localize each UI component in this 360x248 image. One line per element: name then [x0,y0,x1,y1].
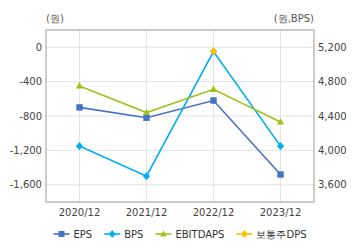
point-marker [143,172,150,180]
legend-swatch-marker [109,230,116,238]
legend-swatch [53,231,69,237]
legend-swatch [236,230,252,238]
point-marker [76,82,83,88]
legend-swatch [104,230,120,238]
legend-item: 보통주DPS [236,229,306,240]
x-tick-label: 2022/12 [193,207,235,218]
legend-item: BPS [104,229,143,240]
data-area [76,47,284,180]
y2-tick-label: 3,600 [318,179,347,190]
y2-tick-label: 4,800 [318,76,347,87]
x-tick-label: 2023/12 [260,207,302,218]
y-axis-label: (원) [46,13,64,24]
x-tick-label: 2020/12 [59,207,101,218]
legend-label: 보통주DPS [256,229,306,240]
point-marker [210,86,217,92]
y2-tick-label: 4,400 [318,111,347,122]
axes: 0 -400 -800 -1,200 -1,600 3,600 4,000 4,400 4,80… [10,42,347,218]
legend-label: EBITDAPS [175,229,224,240]
series-line [80,101,281,175]
chart-svg: 0 -400 -800 -1,200 -1,600 3,600 4,000 4,400 4,80… [0,0,360,248]
chart-container: 0 -400 -800 -1,200 -1,600 3,600 4,000 4,400 4,80… [0,0,360,248]
series [76,82,284,125]
y-tick-label: -1,600 [10,179,42,190]
legend-label: BPS [124,229,143,240]
y-tick-label: -800 [19,111,42,122]
legend-item: EPS [53,229,92,240]
legend-swatch-marker [160,230,167,236]
grid-line-y [46,150,314,151]
y2-tick-label: 5,200 [318,42,347,53]
legend-item: EBITDAPS [155,229,224,240]
x-tick-label: 2021/12 [126,207,168,218]
grid-line-x [213,30,214,202]
point-marker [277,118,284,124]
series-line [80,86,281,122]
y2-tick-label: 4,000 [318,145,347,156]
point-marker [210,97,216,103]
point-marker [143,115,149,121]
legend-label: EPS [73,229,92,240]
legend: EPS BPS EBITDAPS 보통주DPS [53,229,306,240]
point-marker [277,171,283,177]
grid [46,30,314,202]
grid-line-y [46,81,314,82]
series [76,97,283,177]
grid-line-y [46,116,314,117]
y-tick-label: -1,200 [10,145,42,156]
y2-axis-label: (원,BPS) [274,13,314,24]
point-marker [210,47,217,55]
point-marker [277,142,284,150]
plot-frame [46,30,314,202]
point-marker [76,104,82,110]
grid-line-y [46,47,314,48]
series [76,47,284,180]
legend-swatch-marker [58,231,64,237]
series [210,47,217,55]
series-line [80,52,281,177]
point-marker [143,109,150,115]
grid-line-x [79,30,80,202]
legend-swatch-marker [241,230,248,238]
legend-swatch [155,230,171,236]
point-marker [210,47,217,55]
y-tick-label: 0 [36,42,42,53]
y-tick-label: -400 [19,76,42,87]
grid-line-y [46,184,314,185]
point-marker [76,142,83,150]
